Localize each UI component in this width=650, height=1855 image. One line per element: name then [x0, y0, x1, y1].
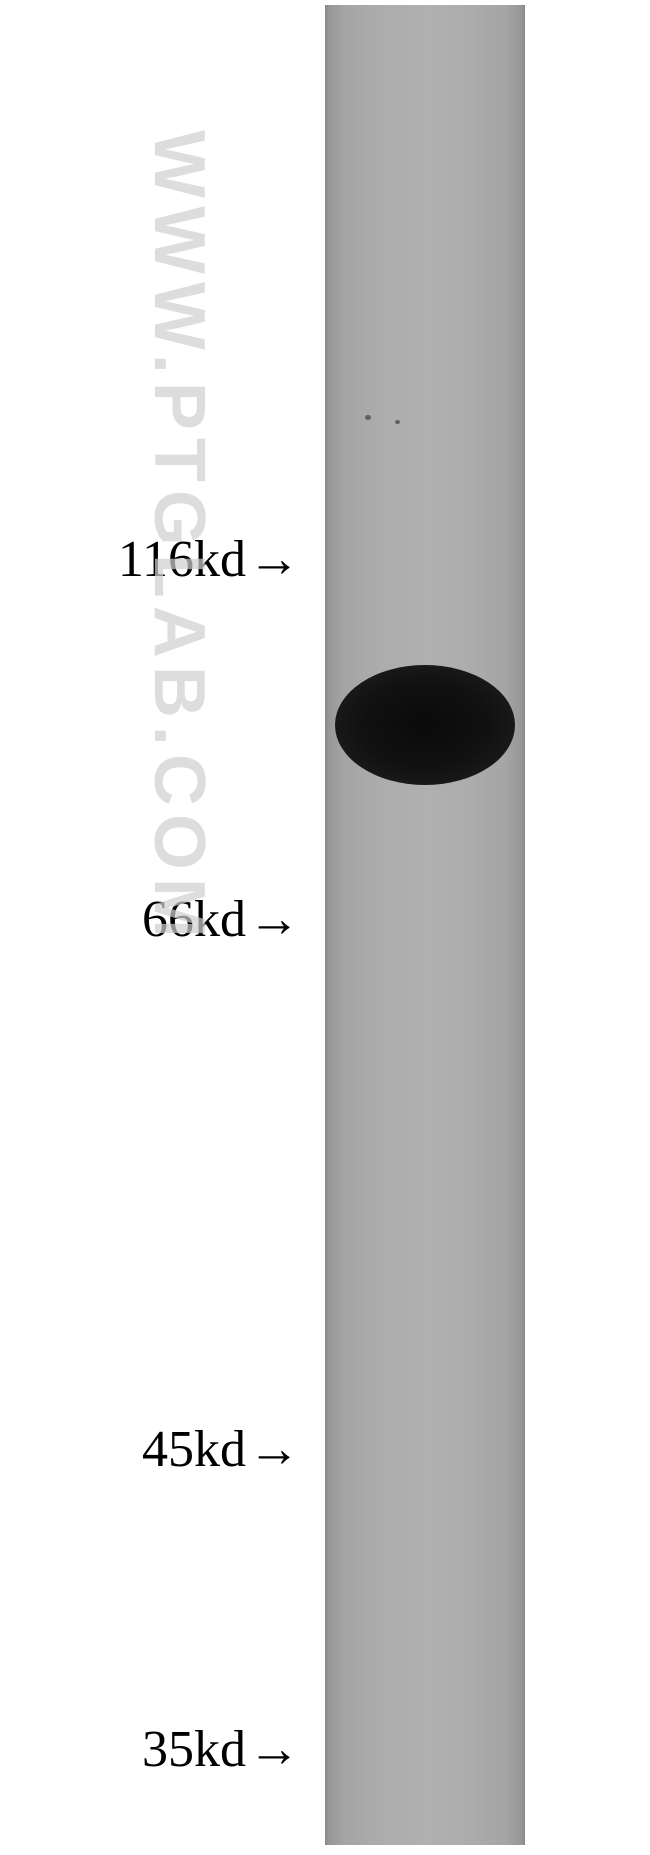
watermark-text: WWW.PTGLAB.COM: [138, 130, 220, 946]
arrow-icon: →: [248, 1720, 300, 1779]
marker-value: 35kd: [142, 1721, 246, 1778]
protein-band: [335, 665, 515, 785]
arrow-icon: →: [248, 530, 300, 589]
marker-35kd: 35kd→: [142, 1720, 300, 1779]
arrow-icon: →: [248, 1420, 300, 1479]
blot-container: WWW.PTGLAB.COM 116kd→ 66kd→ 45kd→ 35kd→: [0, 0, 650, 1855]
arrow-icon: →: [248, 890, 300, 949]
marker-45kd: 45kd→: [142, 1420, 300, 1479]
lane-speck: [365, 415, 371, 420]
gel-lane: [325, 5, 525, 1845]
marker-value: 45kd: [142, 1421, 246, 1478]
lane-speck: [395, 420, 400, 424]
